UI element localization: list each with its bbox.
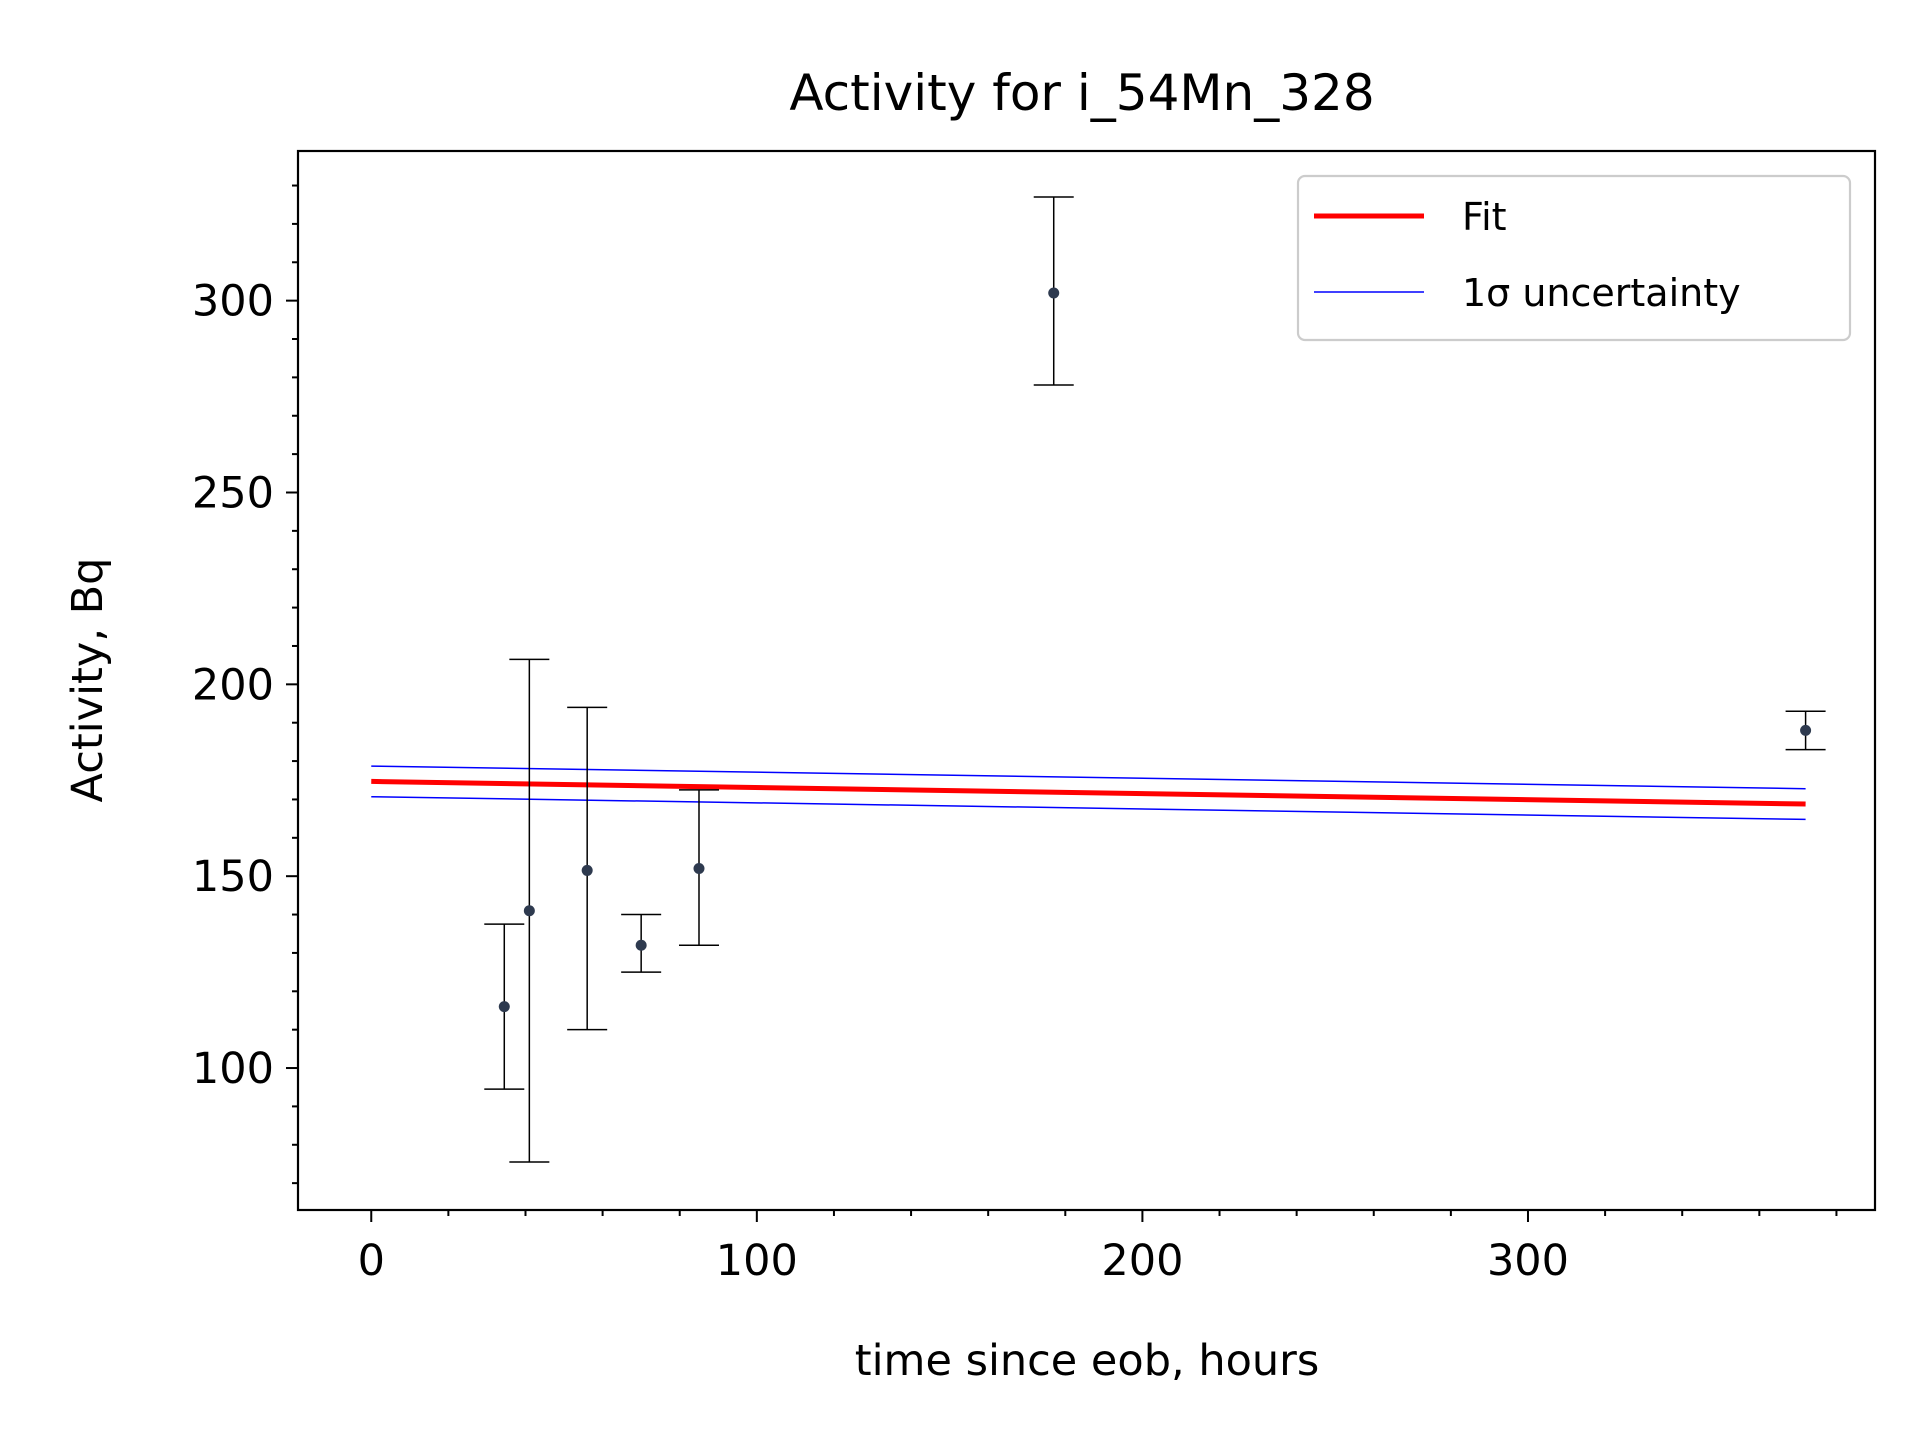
y-tick-label: 250 xyxy=(192,468,274,518)
data-point xyxy=(693,863,705,875)
x-tick-label: 100 xyxy=(716,1236,798,1286)
y-tick-label: 200 xyxy=(192,660,274,710)
legend-uncertainty-label: 1σ uncertainty xyxy=(1462,271,1741,315)
x-axis-label: time since eob, hours xyxy=(855,1336,1319,1386)
y-tick-label: 100 xyxy=(192,1044,274,1094)
legend: Fit 1σ uncertainty xyxy=(1296,174,1852,342)
axis-ticks: 0 100 200 300 100 150 200 250 300 xyxy=(192,184,1838,1286)
data-point xyxy=(498,1001,510,1013)
y-axis-label: Activity, Bq xyxy=(63,558,113,803)
data-point xyxy=(1800,724,1812,736)
data-point xyxy=(1048,287,1060,299)
x-tick-label: 200 xyxy=(1101,1236,1183,1286)
uncertainty-lower-line xyxy=(371,796,1806,821)
y-tick-label: 150 xyxy=(192,852,274,902)
y-tick-label: 300 xyxy=(192,277,274,327)
legend-box xyxy=(1296,174,1852,342)
legend-fit-label: Fit xyxy=(1462,195,1507,239)
x-tick-label: 0 xyxy=(358,1236,385,1286)
data-point xyxy=(523,905,535,917)
chart-title: Activity for i_54Mn_328 xyxy=(789,64,1374,122)
plot-frame xyxy=(296,149,1877,1212)
plot-area xyxy=(371,196,1826,1163)
fit-line xyxy=(371,778,1806,807)
x-tick-label: 300 xyxy=(1487,1236,1569,1286)
uncertainty-upper-line xyxy=(371,765,1806,790)
data-point xyxy=(581,864,593,876)
data-point xyxy=(635,939,647,951)
